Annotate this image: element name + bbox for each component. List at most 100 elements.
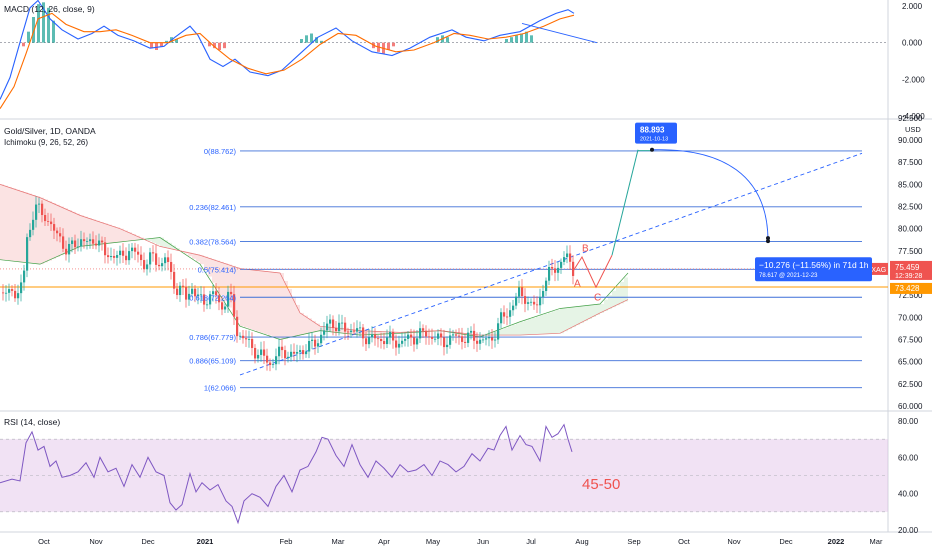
x-tick-label: Jun: [477, 537, 489, 546]
x-tick-label: Apr: [378, 537, 390, 546]
measurement-end-point: [766, 239, 770, 244]
macd-histogram-bar: [52, 20, 55, 43]
ichimoku-cloud-segment: [152, 238, 156, 243]
macd-histogram-bar: [505, 39, 508, 43]
candle-body: [203, 294, 206, 305]
macd-y-tick: -4.000: [902, 112, 925, 121]
candle-body: [257, 354, 260, 359]
ichimoku-cloud-segment: [576, 306, 580, 326]
ichimoku-cloud-segment: [124, 230, 128, 242]
macd-histogram-bar: [37, 4, 40, 43]
ichimoku-cloud-segment: [624, 277, 628, 302]
candle-body: [560, 261, 563, 268]
candle-body: [320, 334, 323, 344]
fib-level-label: 0.786(67.779): [189, 333, 236, 342]
macd-histogram-bar: [32, 17, 35, 43]
candle-body: [461, 336, 464, 342]
ichimoku-cloud-segment: [92, 219, 96, 246]
candle-body: [77, 246, 80, 248]
candle-body: [422, 328, 425, 331]
candle-body: [188, 293, 191, 300]
candle-body: [419, 328, 422, 339]
x-tick-label: Oct: [678, 537, 691, 546]
macd-histogram-bar: [320, 40, 323, 43]
x-tick-label: Mar: [332, 537, 345, 546]
candle-body: [308, 340, 311, 352]
ichimoku-cloud-segment: [244, 269, 248, 328]
ichimoku-cloud-segment: [528, 319, 532, 335]
candle-body: [17, 293, 20, 299]
candle-body: [236, 316, 239, 337]
macd-histogram-bar: [213, 42, 216, 49]
candle-body: [311, 339, 314, 341]
macd-histogram-bar: [520, 33, 523, 43]
candle-body: [470, 330, 473, 333]
ichimoku-cloud-segment: [248, 269, 252, 329]
ichimoku-cloud-segment: [196, 254, 200, 262]
ichimoku-cloud-segment: [296, 304, 300, 336]
candle-body: [59, 233, 62, 237]
rsi-y-tick: 20.00: [898, 526, 919, 535]
candle-body: [314, 339, 317, 347]
ichimoku-cloud-segment: [372, 331, 376, 335]
x-tick-label: 2021: [197, 537, 214, 546]
ichimoku-cloud-segment: [76, 213, 80, 249]
ichimoku-cloud-segment: [308, 318, 312, 334]
candle-body: [5, 292, 8, 294]
macd-histogram-bar: [218, 42, 221, 50]
candle-body: [296, 352, 299, 354]
x-tick-label: Nov: [89, 537, 103, 546]
candle-body: [80, 239, 83, 247]
price-y-tick: 70.000: [898, 313, 923, 322]
ichimoku-cloud-segment: [12, 188, 16, 262]
ichimoku-cloud-segment: [24, 192, 28, 263]
ichimoku-cloud-segment: [184, 251, 188, 254]
macd-series-trendline: [521, 22, 598, 44]
measurement-callout-value: −10.276 (−11.56%) in 71d 1h: [759, 260, 869, 270]
candle-body: [47, 221, 50, 222]
candle-body: [125, 255, 128, 261]
candle-body: [179, 285, 182, 296]
x-tick-label: Nov: [727, 537, 741, 546]
candle-body: [122, 250, 125, 256]
candle-body: [554, 268, 557, 273]
candle-body: [539, 296, 542, 306]
candle-body: [86, 241, 89, 242]
ichimoku-cloud-segment: [516, 323, 520, 336]
candle-body: [476, 340, 479, 344]
candle-body: [182, 285, 185, 287]
candle-body: [362, 327, 365, 339]
wave-label-c: C: [594, 292, 601, 303]
price-y-tick: 62.500: [898, 380, 923, 389]
candle-body: [491, 337, 494, 341]
candle-body: [323, 330, 326, 335]
ichimoku-cloud-segment: [380, 331, 384, 335]
ichimoku-cloud-segment: [276, 272, 280, 339]
ichimoku-cloud-segment: [376, 331, 380, 335]
ichimoku-cloud-segment: [588, 305, 592, 320]
ichimoku-cloud-segment: [396, 332, 400, 334]
macd-histogram-bar: [175, 39, 178, 43]
price-y-tick: 87.500: [898, 158, 923, 167]
countdown-tag: 12:39:28: [895, 273, 922, 280]
rsi-line: [0, 423, 573, 525]
ichimoku-cloud-segment: [176, 248, 180, 250]
candle-body: [41, 203, 44, 216]
macd-histogram-bar: [436, 37, 439, 43]
macd-histogram-bar: [223, 42, 226, 49]
ichimoku-cloud-segment: [600, 304, 604, 313]
x-tick-label: Feb: [280, 537, 293, 546]
ichimoku-cloud-segment: [200, 255, 204, 265]
candle-body: [326, 323, 329, 331]
candle-body: [563, 257, 566, 262]
candle-body: [197, 294, 200, 297]
macd-histogram-bar: [22, 42, 25, 47]
candle-body: [20, 282, 23, 294]
candle-body: [35, 204, 38, 220]
candle-body: [428, 336, 431, 338]
candle-body: [275, 356, 278, 365]
ichimoku-cloud-segment: [224, 263, 228, 302]
fib-level-label: 1(62.066): [204, 384, 237, 393]
x-tick-label: Mar: [870, 537, 883, 546]
ichimoku-cloud-segment: [320, 326, 324, 331]
